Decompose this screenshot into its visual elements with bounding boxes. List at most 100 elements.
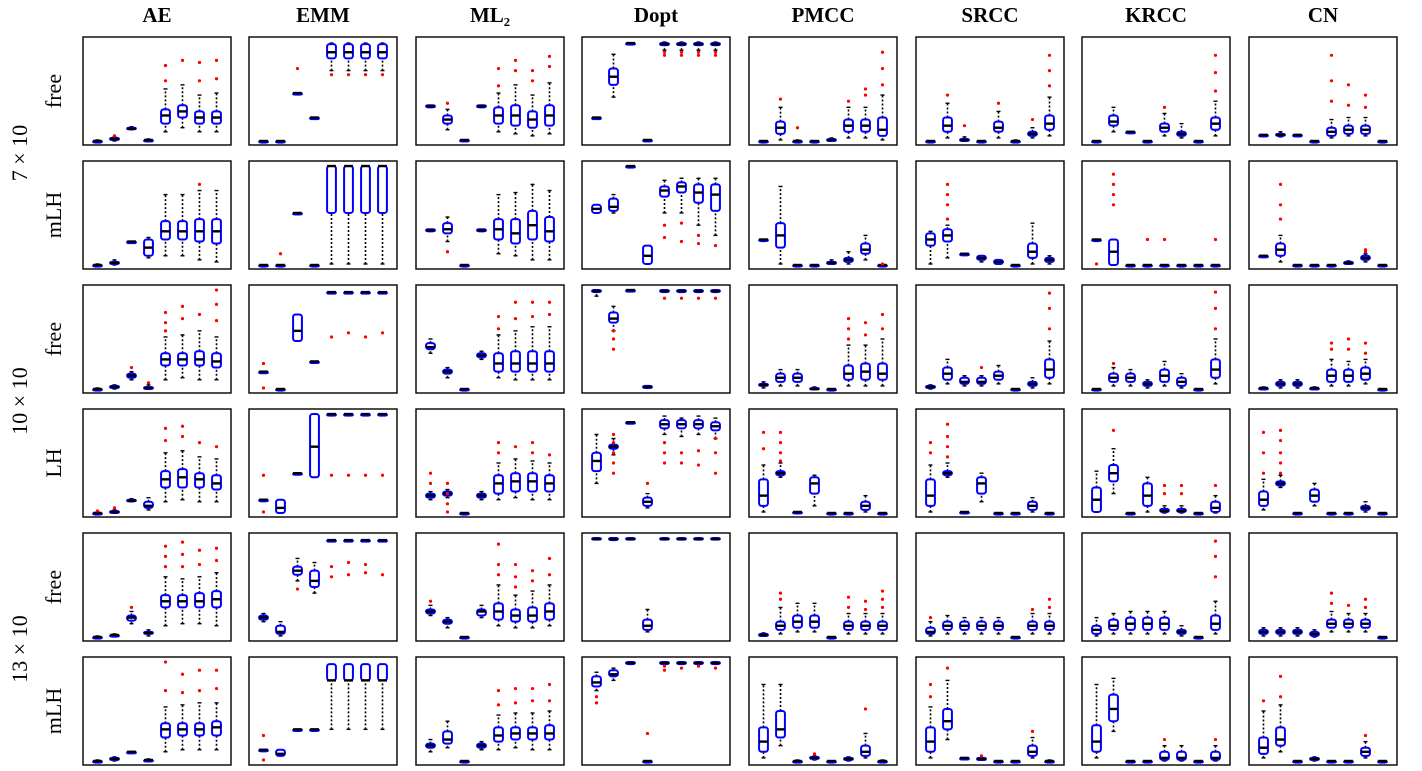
panel-frame-r4-c0 (83, 533, 231, 641)
outlier-r4-c2-b0-0 (429, 600, 432, 603)
row-label-3: LH (41, 448, 66, 477)
outlier-r2-c3-b1-2 (612, 329, 615, 332)
outlier-r4-c0-b6-0 (198, 563, 201, 566)
outlier-r4-c6-b7-1 (1214, 555, 1217, 558)
outlier-r3-c0-b7-0 (215, 445, 218, 448)
outlier-r3-c3-b4-1 (663, 451, 666, 454)
outlier-r5-c7-b1-1 (1279, 675, 1282, 678)
outlier-r5-c3-b0-1 (595, 695, 598, 698)
outlier-r0-c7-b4-1 (1330, 79, 1333, 82)
outlier-r0-c2-b7-0 (548, 65, 551, 68)
outlier-r5-c4-b3-0 (813, 752, 816, 755)
outlier-r5-c0-b7-0 (215, 687, 218, 690)
outlier-r2-c7-b4-0 (1330, 348, 1333, 351)
outlier-r4-c4-b6-0 (864, 608, 867, 611)
outlier-r2-c7-b5-0 (1347, 348, 1350, 351)
outlier-r3-c3-b1-1 (612, 461, 615, 464)
column-title-4: PMCC (792, 3, 855, 27)
column-title-2: ML₂ (470, 3, 510, 27)
outlier-r0-c3-b4-0 (663, 54, 666, 57)
outlier-r3-c1-b6-0 (364, 474, 367, 477)
outlier-r1-c6-b4-0 (1163, 238, 1166, 241)
outlier-r0-c5-b7-1 (1048, 69, 1051, 72)
outlier-r0-c1-b7-0 (381, 73, 384, 76)
outlier-r4-c1-b4-1 (330, 565, 333, 568)
panel-frame-r2-c4 (749, 285, 897, 393)
outlier-r3-c0-b4-0 (164, 439, 167, 442)
outlier-r0-c3-b6-0 (697, 54, 700, 57)
outlier-r0-c3-b7-0 (714, 54, 717, 57)
panel-frame-r3-c4 (749, 409, 897, 517)
outlier-r2-c5-b7-2 (1048, 292, 1051, 295)
outlier-r2-c1-b0-1 (262, 362, 265, 365)
outlier-r3-c6-b7-0 (1214, 484, 1217, 487)
outlier-r4-c5-b0-0 (929, 616, 932, 619)
outlier-r4-c2-b5-0 (514, 585, 517, 588)
outlier-r1-c3-b5-0 (680, 240, 683, 243)
outlier-r0-c1-b4-0 (330, 73, 333, 76)
outlier-r4-c0-b4-1 (164, 555, 167, 558)
outlier-r5-c3-b3-0 (646, 732, 649, 735)
outlier-r0-c5-b4-0 (997, 102, 1000, 105)
outlier-r2-c2-b4-0 (497, 327, 500, 330)
outlier-r3-c3-b3-0 (646, 482, 649, 485)
panel-frame-r2-c7 (1249, 285, 1397, 393)
row-label-5: mLH (41, 688, 66, 735)
panel-frame-r4-c2 (416, 533, 564, 641)
outlier-r0-c6-b7-1 (1214, 71, 1217, 74)
outlier-r5-c2-b4-0 (497, 703, 500, 706)
outlier-r3-c5-b1-2 (946, 435, 949, 438)
outlier-r2-c2-b7-0 (548, 313, 551, 316)
outlier-r3-c1-b0-1 (262, 474, 265, 477)
outlier-r5-c2-b7-0 (548, 699, 551, 702)
outlier-r0-c0-b5-0 (181, 59, 184, 62)
outlier-r0-c4-b5-0 (847, 100, 850, 103)
outlier-r2-c1-b4-0 (330, 335, 333, 338)
outlier-r1-c6-b1-2 (1112, 183, 1115, 186)
outlier-r4-c4-b6-1 (864, 600, 867, 603)
outlier-r1-c6-b0-0 (1095, 262, 1098, 265)
outlier-r2-c5-b7-0 (1048, 327, 1051, 330)
outlier-r4-c0-b6-1 (198, 549, 201, 552)
outlier-r5-c2-b4-1 (497, 689, 500, 692)
outlier-r3-c1-b5-0 (347, 474, 350, 477)
outlier-r1-c1-b1-0 (279, 252, 282, 255)
outlier-r3-c0-b0-0 (96, 509, 99, 512)
outlier-r3-c4-b1-0 (779, 459, 782, 462)
panel-frame-r5-c3 (582, 657, 730, 765)
outlier-r5-c0-b4-1 (164, 660, 167, 663)
outlier-r5-c0-b7-1 (215, 669, 218, 672)
panel-frame-r2-c3 (582, 285, 730, 393)
panel-frame-r2-c0 (83, 285, 231, 393)
outlier-r4-c0-b5-2 (181, 541, 184, 544)
panel-frame-r2-c6 (1082, 285, 1230, 393)
outlier-r0-c0-b7-1 (215, 59, 218, 62)
outlier-r3-c2-b0-1 (429, 472, 432, 475)
outlier-r4-c4-b7-0 (881, 606, 884, 609)
outlier-r2-c4-b6-0 (864, 333, 867, 336)
outlier-r2-c0-b6-0 (198, 313, 201, 316)
panel-frame-r3-c6 (1082, 409, 1230, 517)
outlier-r3-c0-b4-1 (164, 427, 167, 430)
outlier-r0-c1-b5-0 (347, 73, 350, 76)
outlier-r1-c3-b5-1 (680, 222, 683, 225)
outlier-r3-c2-b0-0 (429, 482, 432, 485)
outlier-r2-c0-b3-0 (147, 381, 150, 384)
outlier-r5-c0-b5-0 (181, 691, 184, 694)
outlier-r0-c5-b7-2 (1048, 54, 1051, 57)
outlier-r5-c0-b5-1 (181, 673, 184, 676)
outlier-r2-c4-b5-2 (847, 317, 850, 320)
column-title-0: AE (142, 3, 171, 27)
outlier-r1-c3-b6-1 (697, 234, 700, 237)
outlier-r4-c2-b4-1 (497, 563, 500, 566)
panel-frame-r5-c0 (83, 657, 231, 765)
outlier-r3-c2-b5-0 (514, 445, 517, 448)
outlier-r3-c4-b0-1 (762, 431, 765, 434)
outlier-r3-c0-b1-0 (113, 506, 116, 509)
outlier-r3-c3-b1-0 (612, 472, 615, 475)
panel-frame-r1-c7 (1249, 161, 1397, 269)
outlier-r4-c7-b5-0 (1347, 604, 1350, 607)
outlier-r3-c3-b7-0 (714, 472, 717, 475)
panel-frame-r5-c7 (1249, 657, 1397, 765)
outlier-r5-c4-b6-0 (864, 707, 867, 710)
